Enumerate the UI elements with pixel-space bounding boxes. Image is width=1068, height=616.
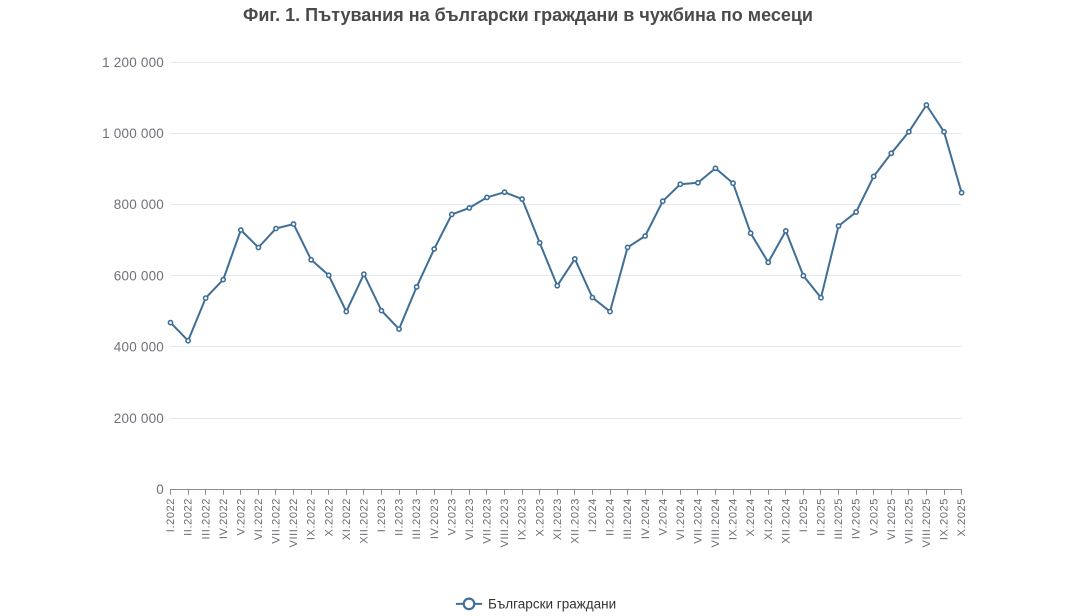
svg-text:II.2024: II.2024 (605, 498, 617, 536)
svg-text:VII.2023: VII.2023 (482, 498, 494, 544)
svg-text:VIII.2024: VIII.2024 (710, 498, 722, 547)
svg-text:1 200 000: 1 200 000 (102, 55, 164, 70)
svg-text:0: 0 (156, 482, 164, 497)
svg-text:III.2024: III.2024 (622, 498, 634, 540)
svg-text:VI.2024: VI.2024 (675, 498, 687, 540)
svg-text:200 000: 200 000 (114, 411, 164, 426)
svg-text:II.2023: II.2023 (394, 498, 406, 536)
svg-text:IV.2022: IV.2022 (218, 498, 230, 539)
svg-text:X.2023: X.2023 (534, 498, 546, 536)
svg-text:VI.2025: VI.2025 (886, 498, 898, 540)
svg-text:IX.2024: IX.2024 (728, 498, 740, 540)
svg-text:400 000: 400 000 (114, 340, 164, 355)
svg-text:V.2022: V.2022 (235, 498, 247, 535)
svg-text:Фиг. 1. Пътувания на български: Фиг. 1. Пътувания на български граждани … (243, 5, 813, 25)
svg-text:Български граждани: Български граждани (488, 597, 616, 612)
svg-text:VII.2022: VII.2022 (271, 498, 283, 544)
svg-text:IX.2025: IX.2025 (939, 498, 951, 540)
svg-text:XII.2024: XII.2024 (780, 498, 792, 544)
svg-text:600 000: 600 000 (114, 268, 164, 283)
svg-text:VI.2022: VI.2022 (253, 498, 265, 540)
svg-text:IV.2024: IV.2024 (640, 498, 652, 539)
svg-text:I.2025: I.2025 (798, 498, 810, 532)
svg-text:IV.2025: IV.2025 (851, 498, 863, 539)
svg-text:XII.2022: XII.2022 (359, 498, 371, 544)
svg-text:II.2022: II.2022 (183, 498, 195, 536)
svg-text:V.2024: V.2024 (657, 498, 669, 535)
svg-text:V.2025: V.2025 (868, 498, 880, 535)
svg-text:VIII.2022: VIII.2022 (288, 498, 300, 547)
svg-text:IX.2022: IX.2022 (306, 498, 318, 540)
svg-text:800 000: 800 000 (114, 197, 164, 212)
svg-text:I.2022: I.2022 (165, 498, 177, 532)
svg-text:III.2023: III.2023 (411, 498, 423, 540)
svg-text:II.2025: II.2025 (816, 498, 828, 536)
svg-text:X.2025: X.2025 (956, 498, 968, 536)
svg-text:XII.2023: XII.2023 (569, 498, 581, 544)
svg-text:XI.2022: XI.2022 (341, 498, 353, 540)
svg-text:X.2022: X.2022 (323, 498, 335, 536)
svg-text:XI.2024: XI.2024 (763, 498, 775, 540)
svg-text:I.2023: I.2023 (376, 498, 388, 532)
svg-text:1 000 000: 1 000 000 (102, 126, 164, 141)
svg-text:XI.2023: XI.2023 (552, 498, 564, 540)
svg-text:III.2025: III.2025 (833, 498, 845, 540)
svg-text:VI.2023: VI.2023 (464, 498, 476, 540)
svg-text:VII.2025: VII.2025 (904, 498, 916, 544)
svg-text:I.2024: I.2024 (587, 498, 599, 532)
svg-text:III.2022: III.2022 (200, 498, 212, 540)
svg-text:VII.2024: VII.2024 (693, 498, 705, 544)
svg-text:V.2023: V.2023 (446, 498, 458, 535)
svg-text:VIII.2025: VIII.2025 (921, 498, 933, 547)
svg-text:IX.2023: IX.2023 (517, 498, 529, 540)
svg-text:IV.2023: IV.2023 (429, 498, 441, 539)
svg-text:VIII.2023: VIII.2023 (499, 498, 511, 547)
svg-text:X.2024: X.2024 (745, 498, 757, 536)
